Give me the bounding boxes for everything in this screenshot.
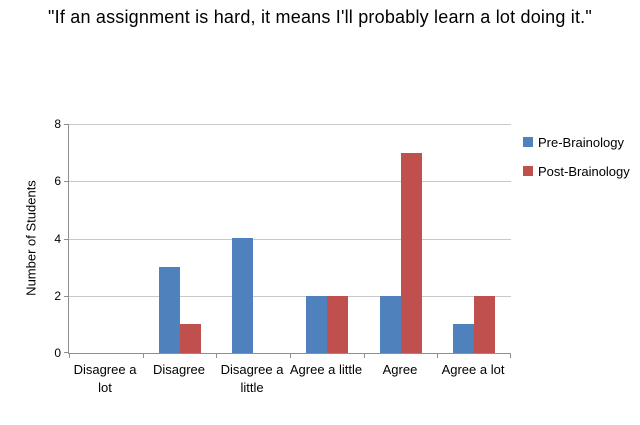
- gridline-8: [69, 124, 511, 125]
- y-tick-mark-2: [64, 296, 68, 297]
- y-tick-label-8: 8: [54, 117, 61, 131]
- bar-post-brainology: [327, 296, 348, 353]
- bar-pre-brainology: [159, 267, 180, 353]
- x-tick-mark-1: [143, 354, 144, 358]
- x-tick-mark-5: [437, 354, 438, 358]
- x-tick-mark-3: [290, 354, 291, 358]
- x-category-label: Agree a little: [289, 362, 363, 377]
- gridline-6: [69, 181, 511, 182]
- legend-swatch-icon: [523, 166, 533, 176]
- x-category-label: Agree: [382, 362, 418, 377]
- x-category-label: Agree a lot: [441, 362, 505, 377]
- y-tick-label-6: 6: [54, 174, 61, 188]
- x-tick-mark-6: [510, 354, 511, 358]
- x-category-label: Disagree: [152, 362, 206, 377]
- bar-pre-brainology: [380, 296, 401, 353]
- y-tick-mark-8: [64, 124, 68, 125]
- y-tick-mark-6: [64, 181, 68, 182]
- legend-item-pre-brainology: Pre-Brainology: [523, 134, 630, 150]
- y-tick-label-4: 4: [54, 232, 61, 246]
- x-tick-mark-2: [216, 354, 217, 358]
- legend: Pre-Brainology Post-Brainology: [523, 134, 630, 192]
- y-tick-mark-4: [64, 239, 68, 240]
- x-category-label: Disagree a lot: [73, 362, 137, 395]
- x-tick-mark-0: [69, 354, 70, 358]
- gridline-4: [69, 239, 511, 240]
- bar-post-brainology: [401, 153, 422, 353]
- chart-title: "If an assignment is hard, it means I'll…: [48, 7, 592, 27]
- legend-label: Pre-Brainology: [538, 134, 624, 150]
- y-tick-label-2: 2: [54, 289, 61, 303]
- bar-post-brainology: [180, 324, 201, 353]
- legend-item-post-brainology: Post-Brainology: [523, 163, 630, 179]
- legend-label: Post-Brainology: [538, 163, 630, 179]
- x-category-label: Disagree a little: [220, 362, 284, 395]
- legend-swatch-icon: [523, 137, 533, 147]
- plot-area: [64, 124, 511, 358]
- gridline-2: [69, 296, 511, 297]
- bar-pre-brainology: [453, 324, 474, 353]
- x-tick-mark-4: [364, 354, 365, 358]
- bar-post-brainology: [474, 296, 495, 353]
- y-tick-label-0: 0: [54, 346, 61, 360]
- bar-pre-brainology: [232, 238, 253, 353]
- bar-pre-brainology: [306, 296, 327, 353]
- y-tick-mark-0: [64, 352, 68, 353]
